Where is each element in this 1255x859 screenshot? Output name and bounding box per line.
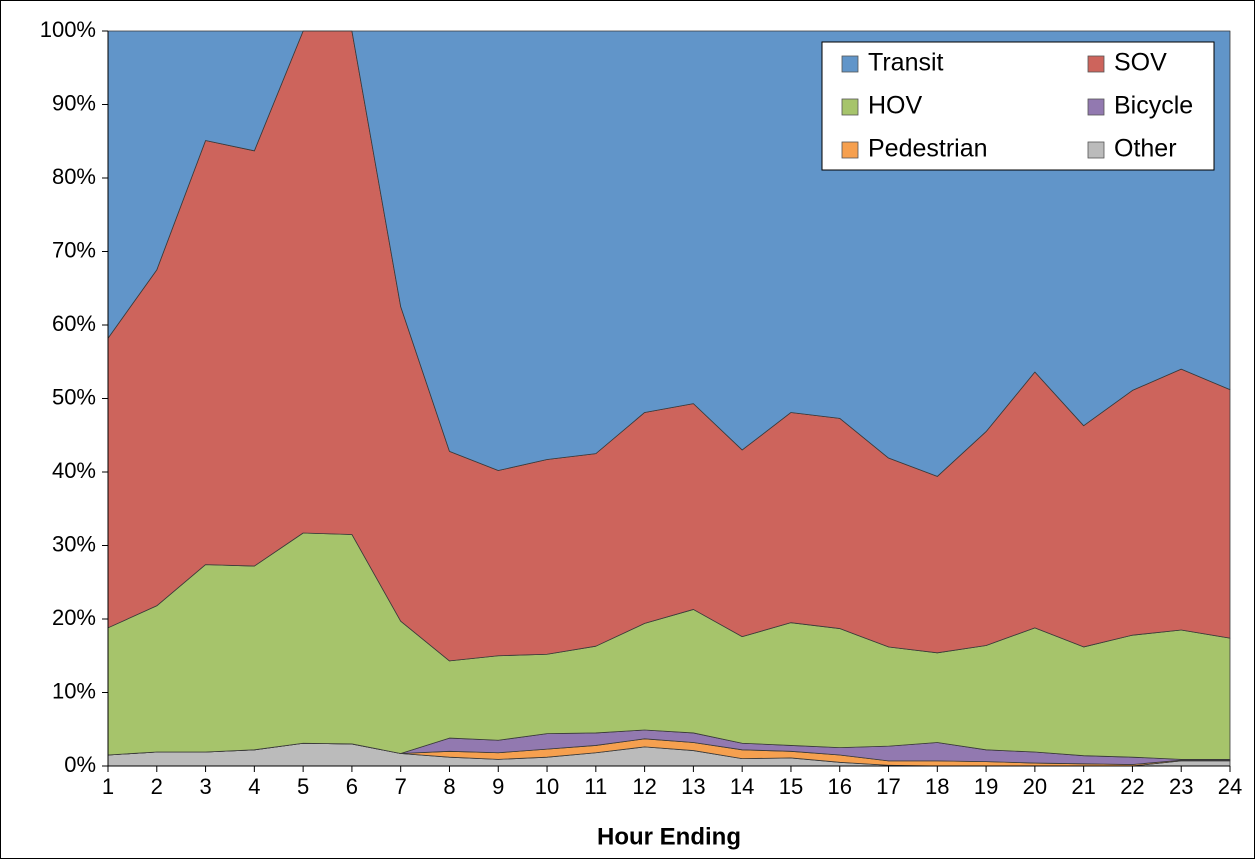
- legend-label: SOV: [1114, 49, 1167, 77]
- x-axis-label: Hour Ending: [597, 823, 741, 850]
- x-tick-label: 19: [974, 774, 998, 799]
- x-tick-label: 15: [779, 774, 803, 799]
- legend-label: HOV: [868, 92, 923, 120]
- x-tick-label: 18: [925, 774, 949, 799]
- y-tick-label: 70%: [52, 237, 96, 262]
- x-tick-label: 2: [151, 774, 163, 799]
- legend-label: Other: [1114, 135, 1177, 163]
- legend-label: Transit: [868, 49, 944, 77]
- y-tick-label: 100%: [40, 17, 96, 42]
- y-tick-label: 90%: [52, 90, 96, 115]
- legend-swatch: [1087, 141, 1105, 159]
- y-tick-label: 40%: [52, 458, 96, 483]
- x-tick-label: 14: [730, 774, 754, 799]
- x-tick-label: 22: [1120, 774, 1144, 799]
- x-tick-label: 5: [297, 774, 309, 799]
- x-tick-label: 11: [584, 774, 607, 799]
- legend-box: [821, 41, 1215, 171]
- legend-swatch: [841, 141, 859, 159]
- x-tick-label: 4: [248, 774, 260, 799]
- y-tick-label: 60%: [52, 311, 96, 336]
- legend-swatch: [1087, 55, 1105, 73]
- y-tick-label: 20%: [52, 605, 96, 630]
- x-tick-label: 24: [1218, 774, 1242, 799]
- x-tick-label: 17: [876, 774, 900, 799]
- x-tick-label: 8: [443, 774, 455, 799]
- x-tick-label: 20: [1023, 774, 1047, 799]
- y-tick-label: 50%: [52, 384, 96, 409]
- x-tick-label: 3: [199, 774, 211, 799]
- y-tick-label: 0%: [64, 752, 96, 777]
- x-tick-label: 9: [492, 774, 504, 799]
- legend-label: Pedestrian: [868, 135, 988, 163]
- x-tick-label: 12: [632, 774, 656, 799]
- legend-swatch: [1087, 98, 1105, 116]
- legend-label: Bicycle: [1114, 92, 1193, 120]
- x-tick-label: 7: [395, 774, 407, 799]
- x-tick-label: 21: [1071, 774, 1095, 799]
- y-tick-label: 80%: [52, 164, 96, 189]
- legend-swatch: [841, 55, 859, 73]
- x-tick-label: 1: [102, 774, 114, 799]
- x-tick-label: 13: [681, 774, 705, 799]
- x-tick-label: 6: [346, 774, 358, 799]
- x-tick-label: 23: [1169, 774, 1193, 799]
- legend-swatch: [841, 98, 859, 116]
- y-tick-label: 30%: [52, 531, 96, 556]
- x-tick-label: 10: [535, 774, 559, 799]
- x-tick-label: 16: [827, 774, 851, 799]
- y-tick-label: 10%: [52, 678, 96, 703]
